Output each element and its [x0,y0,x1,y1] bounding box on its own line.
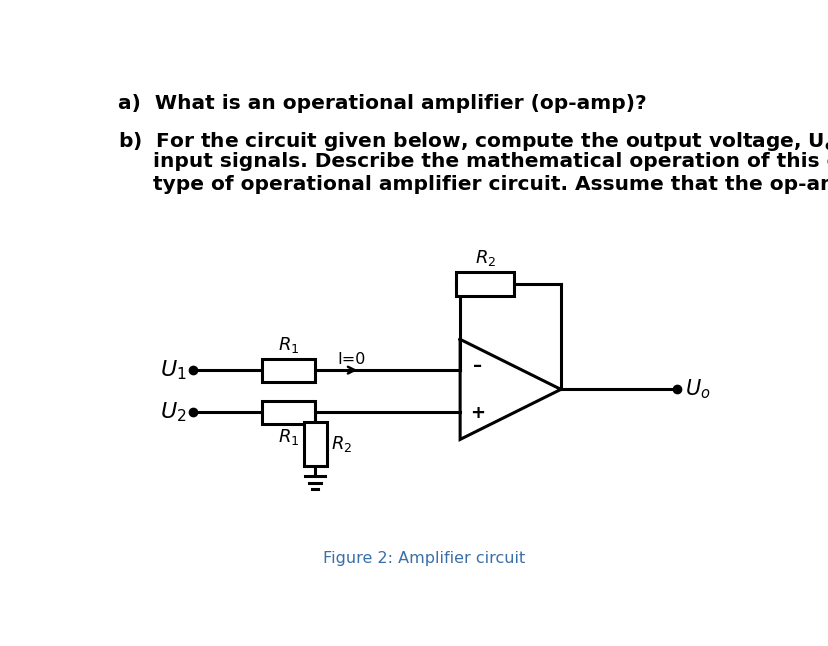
Text: input signals. Describe the mathematical operation of this circuit and name this: input signals. Describe the mathematical… [118,152,828,171]
Text: $U_1$: $U_1$ [160,359,186,382]
Text: $U_2$: $U_2$ [160,401,186,424]
Bar [262,401,315,424]
Text: +: + [469,404,484,422]
Text: a)  What is an operational amplifier (op-amp)?: a) What is an operational amplifier (op-… [118,94,645,114]
Text: $R_1$: $R_1$ [278,427,299,447]
Bar [262,359,315,382]
Text: –: – [472,357,481,375]
Bar [455,271,513,297]
Text: $R_2$: $R_2$ [330,434,352,454]
Text: I=0: I=0 [336,352,365,367]
Text: $U_o$: $U_o$ [684,377,710,401]
Bar [303,422,326,466]
Text: Figure 2: Amplifier circuit: Figure 2: Amplifier circuit [323,551,525,566]
Text: type of operational amplifier circuit. Assume that the op-amp is ideal.: type of operational amplifier circuit. A… [118,174,828,194]
Text: b)  For the circuit given below, compute the output voltage, $\mathbf{U_o}$ as a: b) For the circuit given below, compute … [118,130,828,153]
Text: $R_1$: $R_1$ [278,335,299,355]
Text: $R_2$: $R_2$ [474,249,495,269]
